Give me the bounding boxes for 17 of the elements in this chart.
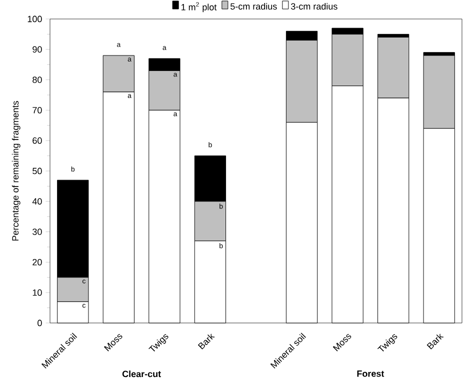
text: Forest <box>357 370 384 377</box>
y-tick-label: 30 <box>32 228 42 235</box>
y-tick-label: 100 <box>28 16 42 22</box>
y-axis-title: Percentage of remaining fragments <box>12 101 20 241</box>
y-tick-label: 20 <box>32 258 42 266</box>
y-tick-label: 0 <box>38 320 42 326</box>
legend-label: 5-cm radius <box>230 2 277 10</box>
text: Clear-cut <box>122 370 161 378</box>
y-tick-label: 80 <box>32 76 42 83</box>
y-tick-label: 10 <box>32 289 42 296</box>
legend-label: 3-cm radius <box>291 2 338 10</box>
y-tick-label: 40 <box>32 198 42 205</box>
y-tick-label: 70 <box>32 107 42 114</box>
y-tick-label: 90 <box>32 46 42 53</box>
y-tick-label: 50 <box>32 168 42 174</box>
y-tick-label: 60 <box>32 137 42 144</box>
legend-label: 1 m$^{2}$ plot <box>182 2 217 12</box>
